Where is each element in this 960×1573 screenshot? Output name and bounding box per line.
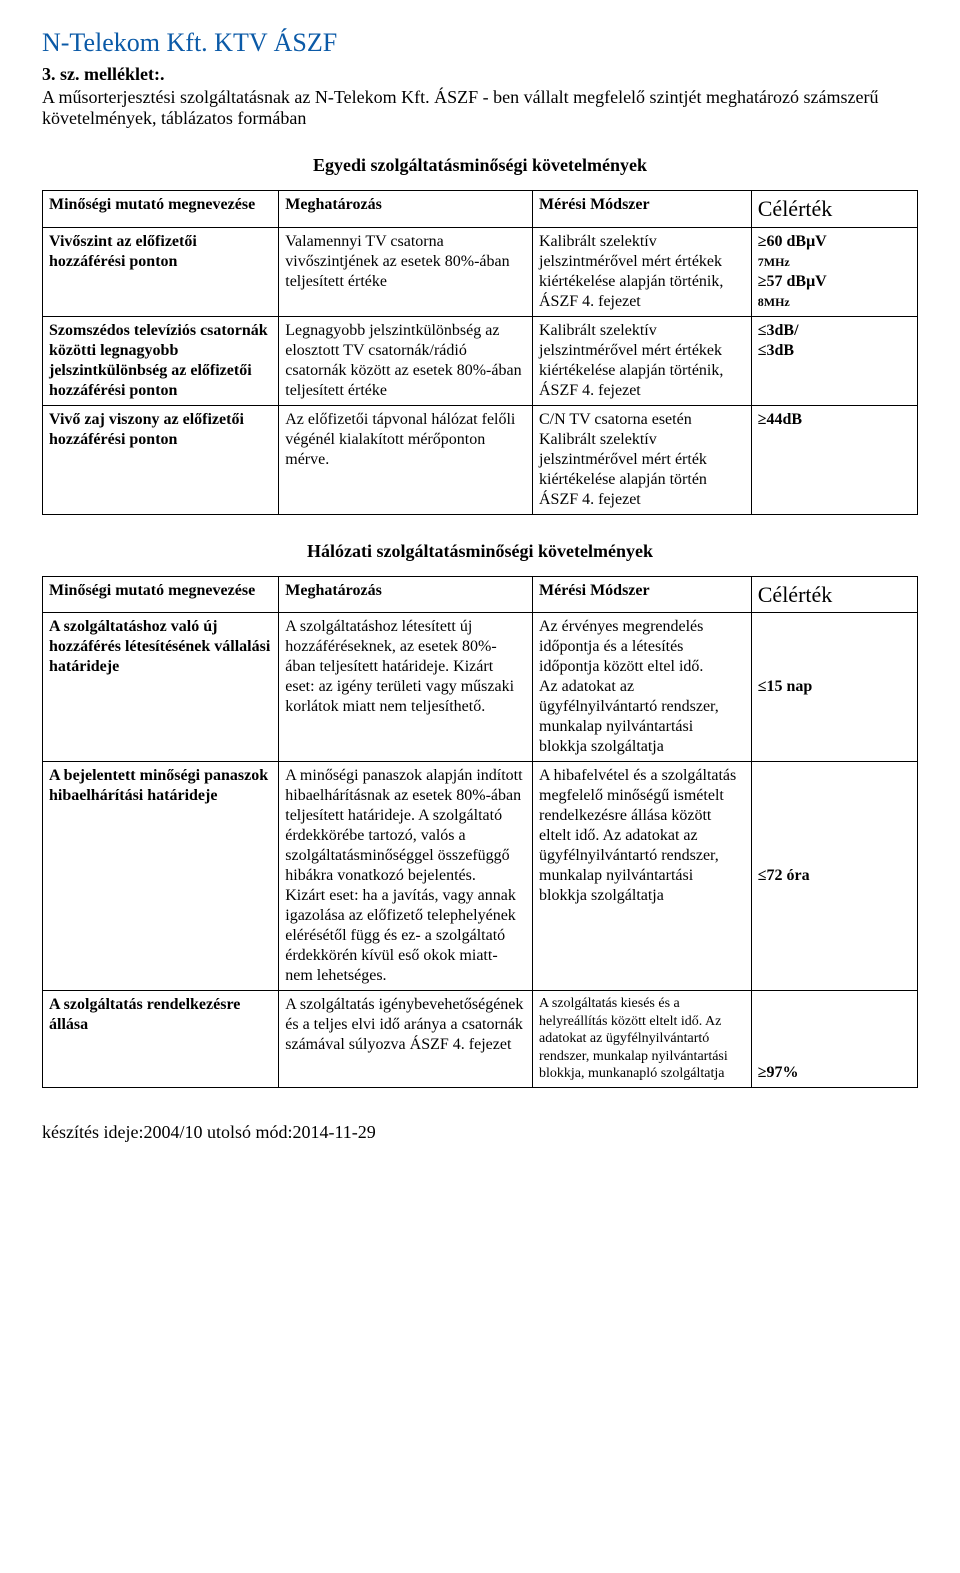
- section1-heading: Egyedi szolgáltatásminőségi követelménye…: [42, 155, 918, 176]
- cell: Kalibrált szelektív jelszintmérővel mért…: [533, 227, 752, 316]
- cell: ≥44dB: [751, 405, 917, 514]
- cel-line: ≥57 dBμV: [758, 273, 827, 290]
- cell: ≥60 dBμV 7MHz ≥57 dBμV 8MHz: [751, 227, 917, 316]
- table-row: Vivőszint az előfizetői hozzáférési pont…: [43, 227, 918, 316]
- th-c3: Mérési Módszer: [533, 191, 752, 228]
- th-c4: Célérték: [751, 576, 917, 613]
- table-row: Vivő zaj viszony az előfizetői hozzáféré…: [43, 405, 918, 514]
- cell: A szolgáltatáshoz való új hozzáférés lét…: [43, 613, 279, 762]
- th-c1: Minőségi mutató megnevezése: [43, 191, 279, 228]
- cell: ≤72 óra: [751, 762, 917, 991]
- cell: A szolgáltatáshoz létesített új hozzáfér…: [279, 613, 533, 762]
- table-row: A szolgáltatáshoz való új hozzáférés lét…: [43, 613, 918, 762]
- table-row-header: Minőségi mutató megnevezése Meghatározás…: [43, 576, 918, 613]
- cell: Az érvényes megrendelés időpontja és a l…: [533, 613, 752, 762]
- section2-heading: Hálózati szolgáltatásminőségi követelmén…: [42, 541, 918, 562]
- th-c1: Minőségi mutató megnevezése: [43, 576, 279, 613]
- cell: ≤3dB/ ≤3dB: [751, 316, 917, 405]
- doc-title: N-Telekom Kft. KTV ÁSZF: [42, 28, 918, 58]
- th-c4: Célérték: [751, 191, 917, 228]
- th-c2: Meghatározás: [279, 576, 533, 613]
- cell: A szolgáltatás rendelkezésre állása: [43, 991, 279, 1088]
- cell: ≥97%: [751, 991, 917, 1088]
- cell: Szomszédos televíziós csatornák közötti …: [43, 316, 279, 405]
- cell: Az előfizetői tápvonal hálózat felőli vé…: [279, 405, 533, 514]
- doc-intro: A műsorterjesztési szolgáltatásnak az N-…: [42, 87, 918, 129]
- cell: A bejelentett minőségi panaszok hibaelhá…: [43, 762, 279, 991]
- table-row: Szomszédos televíziós csatornák közötti …: [43, 316, 918, 405]
- cell: Kalibrált szelektív jelszintmérővel mért…: [533, 316, 752, 405]
- cell: ≤15 nap: [751, 613, 917, 762]
- doc-footer: készítés ideje:2004/10 utolsó mód:2014-1…: [42, 1122, 918, 1143]
- doc-subtitle: 3. sz. melléklet:.: [42, 64, 918, 85]
- cell: A minőségi panaszok alapján indított hib…: [279, 762, 533, 991]
- celertek-head: Célérték: [758, 582, 833, 607]
- cell: Legnagyobb jelszintkülönbség az elosztot…: [279, 316, 533, 405]
- table-egyedi: Minőségi mutató megnevezése Meghatározás…: [42, 190, 918, 515]
- celertek-head: Célérték: [758, 196, 833, 221]
- cell: A szolgáltatás igénybevehetőségének és a…: [279, 991, 533, 1088]
- cell: Valamennyi TV csatorna vivőszintjének az…: [279, 227, 533, 316]
- cell: C/N TV csatorna esetén Kalibrált szelekt…: [533, 405, 752, 514]
- table-row-header: Minőségi mutató megnevezése Meghatározás…: [43, 191, 918, 228]
- cell: Vivő zaj viszony az előfizetői hozzáféré…: [43, 405, 279, 514]
- cell: Vivőszint az előfizetői hozzáférési pont…: [43, 227, 279, 316]
- table-halozati: Minőségi mutató megnevezése Meghatározás…: [42, 576, 918, 1088]
- cell: A szolgáltatás kiesés és a helyreállítás…: [533, 991, 752, 1088]
- table-row: A szolgáltatás rendelkezésre állása A sz…: [43, 991, 918, 1088]
- cel-line: ≥60 dBμV: [758, 233, 827, 250]
- cel-line: 8MHz: [758, 295, 790, 309]
- th-c2: Meghatározás: [279, 191, 533, 228]
- cel-line: 7MHz: [758, 255, 790, 269]
- cell: A hibafelvétel és a szolgáltatás megfele…: [533, 762, 752, 991]
- table-row: A bejelentett minőségi panaszok hibaelhá…: [43, 762, 918, 991]
- th-c3: Mérési Módszer: [533, 576, 752, 613]
